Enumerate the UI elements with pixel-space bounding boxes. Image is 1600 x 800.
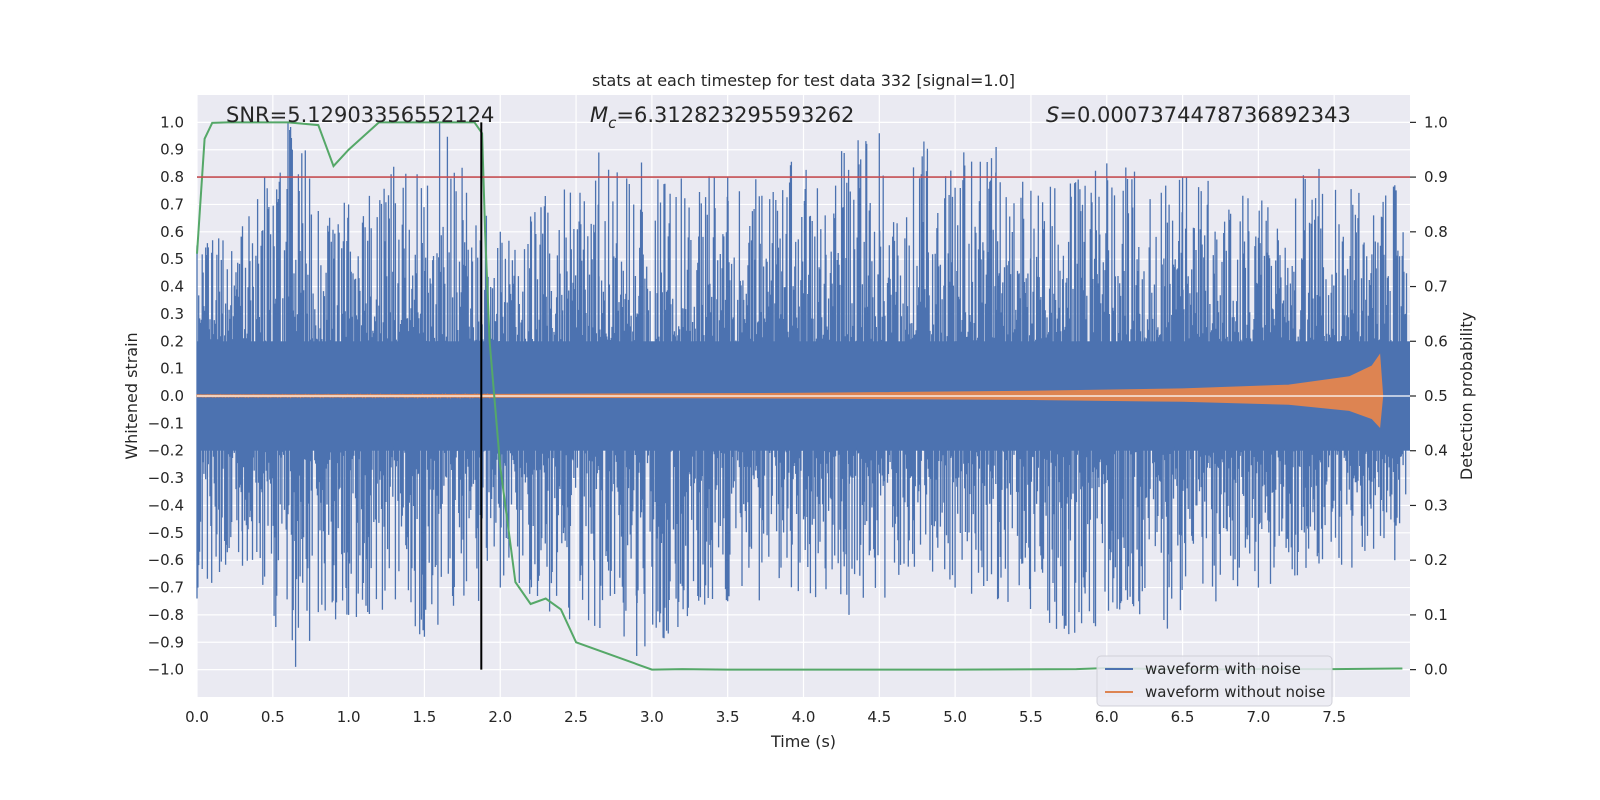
x-tick-label: 6.5 xyxy=(1171,708,1195,726)
x-tick-label: 3.0 xyxy=(640,708,664,726)
y2-tick-label: 0.1 xyxy=(1424,606,1448,624)
legend: waveform with noise waveform without noi… xyxy=(1096,655,1333,707)
y-tick-label: −0.1 xyxy=(148,414,184,432)
y-tick-label: −0.5 xyxy=(148,524,184,542)
snr-annotation: SNR=5.12903356552124 xyxy=(226,103,494,127)
y-tick-label: 0.1 xyxy=(160,360,184,378)
y2-tick-label: 0.3 xyxy=(1424,496,1448,514)
y2-axis-label: Detection probability xyxy=(1457,312,1476,480)
y-tick-label: 0.5 xyxy=(160,250,184,268)
y-tick-label: −0.3 xyxy=(148,469,184,487)
y-axis-label: Whitened strain xyxy=(122,332,141,459)
y-tick-label: 0.8 xyxy=(160,168,184,186)
y-tick-label: −0.8 xyxy=(148,606,184,624)
y-tick-label: −0.6 xyxy=(148,551,184,569)
noise-spikes xyxy=(196,122,1408,667)
x-tick-label: 5.5 xyxy=(1019,708,1043,726)
x-tick-label: 5.0 xyxy=(943,708,967,726)
mc-symbol: M xyxy=(590,103,608,127)
x-tick-label: 6.0 xyxy=(1095,708,1119,726)
y-tick-label: 0.2 xyxy=(160,332,184,350)
y2-tick-label: 0.7 xyxy=(1424,278,1448,296)
clean-series xyxy=(196,353,1410,428)
mc-value: =6.312823295593262 xyxy=(616,103,854,127)
y2-tick-label: 0.8 xyxy=(1424,223,1448,241)
x-tick-label: 7.5 xyxy=(1322,708,1346,726)
x-tick-label: 4.0 xyxy=(792,708,816,726)
x-tick-label: 2.0 xyxy=(488,708,512,726)
y-tick-label: 1.0 xyxy=(160,113,184,131)
y-tick-label: 0.6 xyxy=(160,223,184,241)
y-tick-label: −0.4 xyxy=(148,496,184,514)
x-tick-label: 1.5 xyxy=(413,708,437,726)
y2-tick-label: 0.9 xyxy=(1424,168,1448,186)
y-tick-label: 0.7 xyxy=(160,195,184,213)
y2-tick-label: 0.4 xyxy=(1424,442,1448,460)
s-symbol: S xyxy=(1046,103,1059,127)
y-tick-label: −0.9 xyxy=(148,633,184,651)
detection-probability-line xyxy=(196,121,1403,671)
x-axis-label: Time (s) xyxy=(770,732,836,751)
s-value: =0.0007374478736892343 xyxy=(1059,103,1351,127)
y2-tick-label: 1.0 xyxy=(1424,113,1448,131)
x-tick-label: 0.0 xyxy=(185,708,209,726)
y2-tick-label: 0.5 xyxy=(1424,387,1448,405)
x-tick-label: 4.5 xyxy=(867,708,891,726)
x-tick-label: 7.0 xyxy=(1246,708,1270,726)
x-tick-label: 1.0 xyxy=(337,708,361,726)
y-tick-label: 0.0 xyxy=(160,387,184,405)
chart-title: stats at each timestep for test data 332… xyxy=(592,71,1015,90)
chirp-mass-annotation: Mc=6.312823295593262 xyxy=(590,103,854,132)
x-tick-label: 2.5 xyxy=(564,708,588,726)
legend-box xyxy=(1096,655,1333,707)
legend-label-noise: waveform with noise xyxy=(1145,660,1301,678)
clean-waveform-line xyxy=(196,392,494,400)
y-tick-label: 0.4 xyxy=(160,278,184,296)
y2-tick-label: 0.6 xyxy=(1424,332,1448,350)
s-annotation: S=0.0007374478736892343 xyxy=(1046,103,1351,127)
y-tick-label: 0.9 xyxy=(160,141,184,159)
overlay-lines xyxy=(197,122,1410,670)
y-tick-label: 0.3 xyxy=(160,305,184,323)
x-tick-label: 0.5 xyxy=(261,708,285,726)
x-tick-label: 3.5 xyxy=(716,708,740,726)
y-tick-label: −0.2 xyxy=(148,442,184,460)
legend-label-clean: waveform without noise xyxy=(1145,683,1325,701)
mc-subscript: c xyxy=(608,114,617,132)
y2-tick-label: 0.2 xyxy=(1424,551,1448,569)
y-tick-label: −1.0 xyxy=(148,661,184,679)
probability-series xyxy=(196,121,1403,671)
y-tick-label: −0.7 xyxy=(148,579,184,597)
y2-tick-label: 0.0 xyxy=(1424,661,1448,679)
axes: 0.0 0.5 1.0 1.5 2.0 2.5 3.0 3.5 4.0 4.5 5.0 5.5 6.0 6… xyxy=(148,113,1448,726)
